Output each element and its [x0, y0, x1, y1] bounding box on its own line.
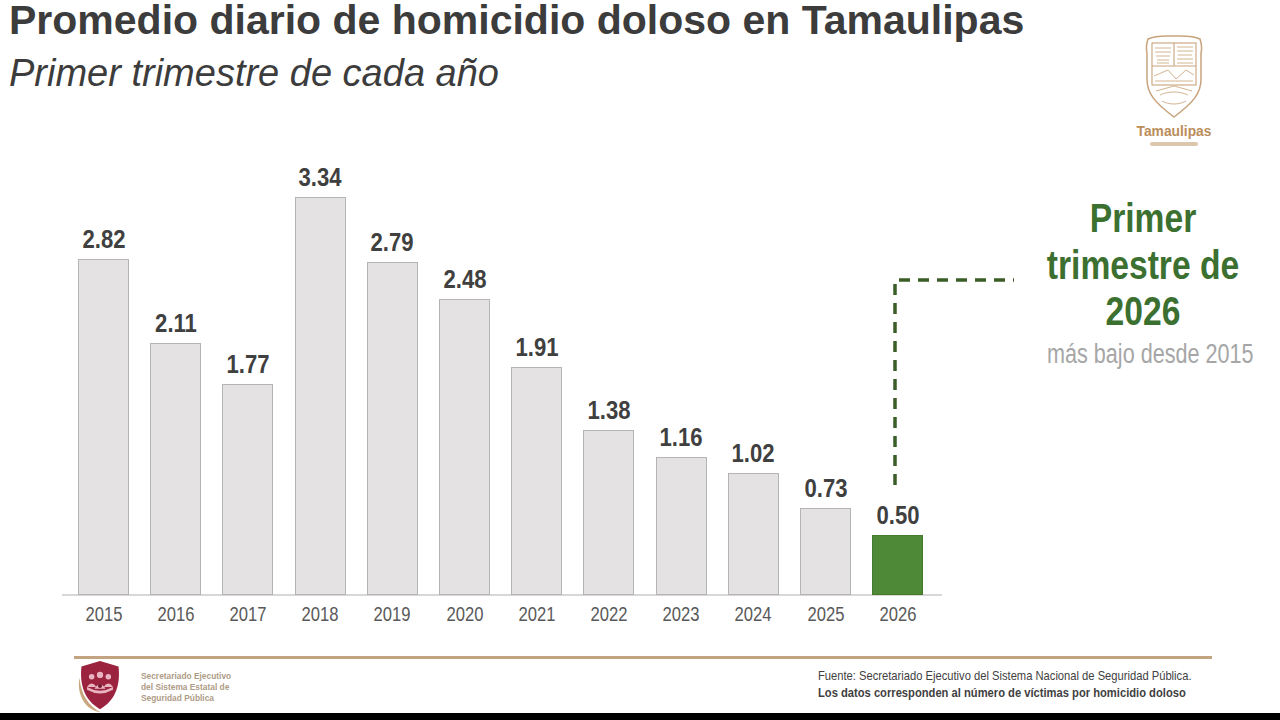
- footer-org-line2: del Sistema Estatal de: [141, 681, 231, 692]
- source-line: Fuente: Secretariado Ejecutivo del Siste…: [818, 667, 1192, 684]
- bar-value-2018: 3.34: [282, 162, 359, 193]
- source-block: Fuente: Secretariado Ejecutivo del Siste…: [818, 667, 1192, 701]
- year-label-2025: 2025: [788, 603, 863, 626]
- year-label-2017: 2017: [211, 603, 286, 626]
- bar-value-2021: 1.91: [498, 332, 575, 363]
- bar-2020: [439, 299, 490, 595]
- bar-2026: [872, 535, 923, 595]
- year-label-2021: 2021: [499, 603, 574, 626]
- year-label-2026: 2026: [860, 603, 935, 626]
- year-label-2023: 2023: [644, 603, 719, 626]
- bar-value-2020: 2.48: [426, 264, 503, 295]
- bar-value-2015: 2.82: [65, 224, 142, 255]
- footer-org-line1: Secretariado Ejecutivo: [141, 670, 231, 681]
- bar-value-2024: 1.02: [715, 438, 792, 469]
- callout-note: más bajo desde 2015: [1047, 339, 1239, 370]
- footer-org-name: Secretariado Ejecutivo del Sistema Estat…: [141, 670, 231, 703]
- bar-2025: [800, 508, 851, 595]
- year-label-2024: 2024: [716, 603, 791, 626]
- bar-value-2022: 1.38: [571, 395, 648, 426]
- year-label-2015: 2015: [66, 603, 141, 626]
- sesp-shield-logo: [75, 658, 125, 714]
- bar-value-2017: 1.77: [210, 349, 287, 380]
- year-label-2018: 2018: [283, 603, 358, 626]
- footer-divider: [74, 656, 1212, 659]
- bar-2021: [511, 367, 562, 595]
- bar-value-2026: 0.50: [859, 500, 936, 531]
- source-note: Los datos corresponden al número de víct…: [818, 684, 1192, 701]
- callout-title-line2: trimestre de: [1045, 242, 1242, 289]
- bar-2019: [367, 262, 418, 595]
- year-label-2022: 2022: [572, 603, 647, 626]
- bottom-letterbox-bar: [0, 713, 1280, 720]
- bar-2024: [728, 473, 779, 595]
- callout-title-line3: 2026: [1045, 288, 1242, 335]
- bar-2023: [656, 457, 707, 595]
- bar-2017: [222, 384, 273, 595]
- bar-2015: [78, 259, 129, 595]
- bar-value-2016: 2.11: [137, 308, 214, 339]
- callout-title-line1: Primer: [1045, 195, 1242, 242]
- bar-2016: [150, 343, 201, 595]
- bar-2018: [295, 197, 346, 595]
- callout: Primer trimestre de 2026 más bajo desde …: [1023, 195, 1263, 370]
- footer-org-line3: Seguridad Pública: [141, 692, 231, 703]
- bar-value-2023: 1.16: [643, 422, 720, 453]
- bar-value-2019: 2.79: [354, 227, 431, 258]
- bar-value-2025: 0.73: [787, 473, 864, 504]
- bar-2022: [583, 430, 634, 595]
- year-label-2016: 2016: [138, 603, 213, 626]
- year-label-2020: 2020: [427, 603, 502, 626]
- year-label-2019: 2019: [355, 603, 430, 626]
